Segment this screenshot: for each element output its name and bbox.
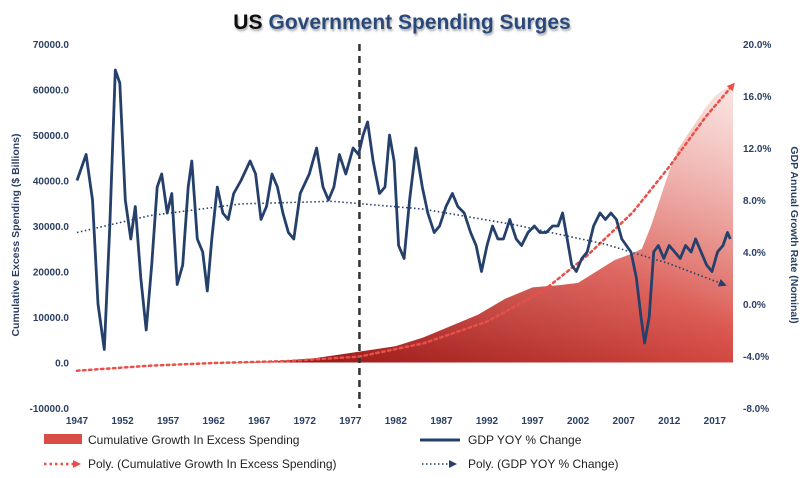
chart-title-prefix: US [233,11,262,34]
y-left-axis-label: Cumulative Excess Spending ($ Billions) [10,133,22,336]
x-tick-label: 1952 [111,416,134,427]
x-tick-label: 1947 [66,416,89,427]
axes: -10000.0 0.0 10000.0 20000.0 30000.0 40000.0 5… [30,40,772,427]
y-left-tick-label: 0.0 [55,359,69,370]
x-tick-label: 1977 [339,416,362,427]
y-right-tick-label: -8.0% [743,404,769,415]
x-tick-label: 1967 [248,416,271,427]
legend: Cumulative Growth In Excess Spending GDP… [44,433,619,471]
legend-swatch-area [44,434,82,444]
series-trend-gdp [76,200,727,287]
y-right-tick-label: 0.0% [743,300,766,311]
x-tick-label: 1972 [294,416,317,427]
y-left-tick-label: 60000.0 [33,86,70,97]
x-tick-label: 2002 [567,416,590,427]
y-left-tick-label: 20000.0 [33,268,70,279]
legend-label-excess-trend: Poly. (Cumulative Growth In Excess Spend… [88,457,337,471]
y-right-axis-label: GDP Annual Growth Rate (Nominal) [788,146,800,323]
x-tick-label: 2012 [658,416,681,427]
y-left-tick-label: -10000.0 [30,404,70,415]
chart-title: US Government Spending Surges [233,11,570,34]
y-left-tick-label: 30000.0 [33,222,70,233]
y-left-tick-label: 40000.0 [33,177,70,188]
x-tick-label: 1982 [385,416,408,427]
y-left-tick-label: 70000.0 [33,40,70,51]
x-tick-label: 1997 [521,416,544,427]
x-tick-label: 2017 [704,416,727,427]
y-right-tick-label: -4.0% [743,352,769,363]
y-right-tick-label: 20.0% [743,40,771,51]
y-right-tick-label: 8.0% [743,196,766,207]
x-tick-label: 1957 [157,416,180,427]
y-right-tick-label: 4.0% [743,248,766,259]
y-right-tick-label: 16.0% [743,92,771,103]
series-trend-excess-spending [75,82,735,372]
legend-label-excess-spending: Cumulative Growth In Excess Spending [88,433,299,447]
y-right-tick-label: 12.0% [743,144,771,155]
x-tick-label: 1962 [203,416,226,427]
legend-label-gdp-trend: Poly. (GDP YOY % Change) [468,457,619,471]
y-left-tick-label: 50000.0 [33,131,70,142]
x-tick-label: 2007 [613,416,636,427]
plot-area [75,44,735,408]
legend-label-gdp: GDP YOY % Change [468,433,582,447]
x-tick-label: 1992 [476,416,499,427]
y-left-tick-label: 10000.0 [33,313,70,324]
series-line-gdp [75,68,732,351]
series-area-excess-spending-highlight [222,84,734,363]
chart-title-main: Government Spending Surges [268,11,570,34]
x-tick-label: 1987 [430,416,453,427]
